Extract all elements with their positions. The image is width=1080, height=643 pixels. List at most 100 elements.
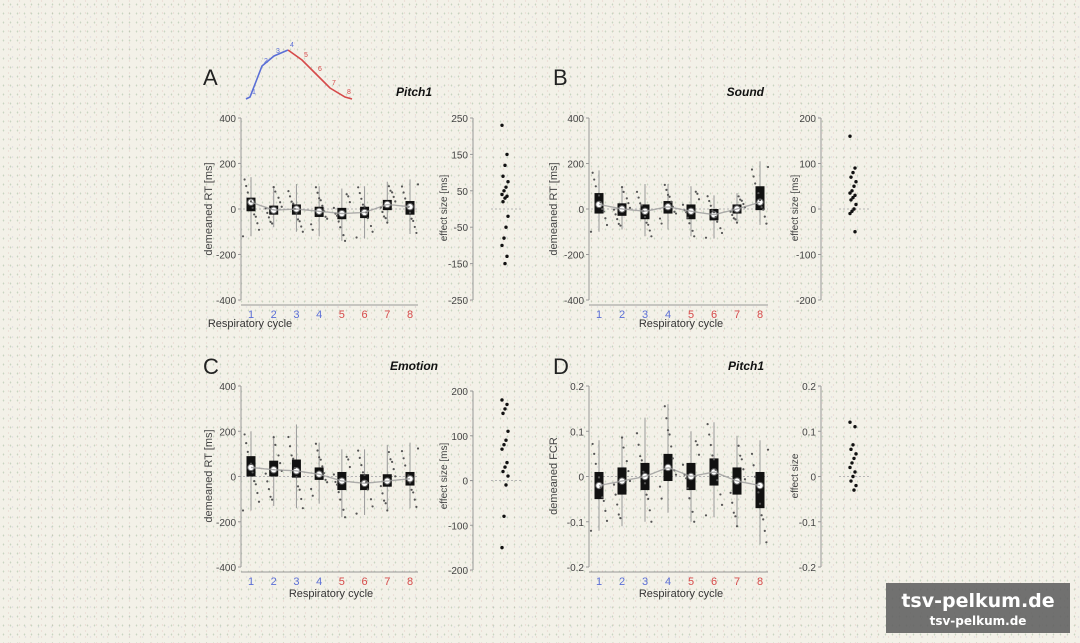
panel-d-subject-point — [619, 517, 622, 520]
panel-b-subject-point — [589, 230, 593, 233]
panel-d-subject-point — [647, 497, 650, 500]
panel-b-subject-point — [593, 178, 596, 181]
panel-c-subject-point — [361, 471, 365, 474]
panel-c-subject-point — [358, 456, 361, 459]
panel-b-ytick-label: -200 — [564, 251, 584, 262]
panel-d-effect-ytick-label: -0.2 — [799, 563, 817, 574]
panel-a-subject-point — [300, 225, 303, 228]
panel-d-subject-point — [601, 496, 604, 499]
panel-b-subject-point — [754, 182, 757, 185]
panel-b-subject-point — [760, 205, 763, 209]
panel-b-subject-point — [666, 193, 670, 196]
panel-b-subject-point — [694, 190, 697, 193]
panel-b-subject-point — [697, 198, 701, 201]
panel-d-subject-point — [666, 429, 670, 432]
panel-a-effect-ytick-label: -50 — [454, 223, 469, 234]
panel-d-subject-point — [704, 514, 708, 517]
panel-a-subject-point — [298, 220, 301, 223]
panel-a-effect-point — [501, 174, 505, 178]
panel-c-subject-point — [342, 508, 345, 511]
panel-c-subject-point — [254, 483, 257, 486]
panel-a-subject-point — [279, 201, 282, 204]
panel-d-subject-point — [594, 462, 597, 465]
panel-c-subject-point — [369, 498, 373, 501]
panel-a-subject-point — [366, 217, 369, 220]
panel-a-effect-point — [505, 254, 509, 259]
panel-d-subject-point — [750, 452, 754, 455]
panel-b-ytick-label: 400 — [567, 114, 584, 125]
panel-d-subject-point — [685, 477, 688, 480]
panel-b-subject-point — [708, 199, 711, 203]
panel-b-subject-point — [605, 223, 609, 227]
panel-b-subject-point — [612, 208, 616, 211]
panel-b-subject-point — [668, 195, 671, 198]
panel-a-effect-ytick-label: -150 — [448, 260, 468, 271]
panel-b-subject-point — [628, 206, 632, 209]
panel-d-effect-point — [852, 456, 856, 461]
panel-c-subject-point — [382, 499, 386, 502]
panel-a-subject-point — [266, 211, 269, 214]
panel-d-effect-ytick-label: -0.1 — [799, 518, 817, 529]
panel-c-subject-point — [339, 498, 342, 501]
panel-b-subject-point — [658, 217, 662, 220]
panel-d-subject-point — [593, 452, 596, 455]
panel-d-subject-point — [605, 519, 609, 522]
panel-c-subject-point — [271, 498, 274, 501]
panel-c-subject-point — [249, 462, 253, 465]
panel-c-subject-point — [251, 471, 254, 474]
panel-d-subject-point — [622, 446, 625, 449]
panel-a-effect-point — [500, 192, 504, 197]
panel-d-subject-point — [665, 417, 668, 420]
panel-c-subject-point — [363, 473, 366, 477]
panel-c-effect-point — [506, 429, 510, 433]
panel-c-subject-point — [384, 502, 387, 505]
panel-d-effect-ytick-label: 0.1 — [802, 427, 816, 438]
panel-a-fit-curve — [250, 201, 411, 215]
panel-b-subject-point — [739, 198, 742, 201]
panel-c-subject-point — [292, 457, 295, 460]
panel-d-xtick-label: 8 — [757, 576, 763, 588]
panel-a-subject-point — [389, 189, 392, 192]
panel-d-subject-point — [620, 436, 624, 439]
panel-c-subject-point — [293, 466, 296, 470]
panel-a-subject-point — [243, 178, 246, 181]
panel-b-subject-point — [742, 202, 745, 206]
panel-d-effect-ylabel: effect size — [790, 453, 801, 498]
panel-b-letter: B — [553, 65, 568, 90]
panel-a-subject-point — [295, 212, 298, 216]
panel-c-subject-point — [253, 480, 256, 483]
panel-d-subject-point — [711, 454, 714, 457]
panel-d-subject-point — [671, 457, 674, 460]
panel-b-subject-point — [696, 192, 699, 195]
panel-c-subject-point — [257, 500, 261, 503]
panel-c-subject-point — [408, 481, 412, 484]
panel-b-subject-point — [693, 235, 696, 238]
panel-b-subject-point — [720, 231, 724, 235]
panel-c-xlabel: Respiratory cycle — [289, 588, 373, 600]
panel-a-subject-point — [413, 225, 416, 229]
panel-a-subject-point — [241, 235, 245, 238]
panel-b-subject-point — [640, 204, 643, 207]
panel-d-subject-point — [739, 454, 742, 457]
panel-b-fit-curve — [598, 201, 761, 216]
panel-c-xtick-label: 8 — [407, 576, 413, 588]
panel-a-xtick-label: 4 — [316, 309, 322, 321]
panel-d-effect-ytick-label: 0 — [810, 473, 816, 484]
panel-b-box — [755, 186, 765, 211]
panel-b-subject-point — [711, 209, 714, 212]
panel-c-subject-point — [326, 481, 329, 484]
panel-a-subject-point — [343, 239, 347, 242]
panel-b-subject-point — [665, 188, 668, 191]
panel-d-subject-point — [743, 478, 747, 481]
panel-d-subject-point — [720, 503, 724, 506]
panel-a-effect-ytick-label: 150 — [451, 150, 468, 161]
panel-d-subject-point — [714, 468, 717, 471]
panel-a-subject-point — [311, 228, 314, 231]
panel-d-effect-point — [849, 479, 853, 483]
panel-b-subject-point — [750, 168, 754, 171]
panel-d-subject-point — [639, 455, 642, 458]
panel-a-letter: A — [203, 65, 218, 90]
panel-a-subject-point — [296, 218, 300, 221]
panel-d-letter: D — [553, 354, 569, 379]
panel-d-subject-point — [693, 520, 696, 523]
